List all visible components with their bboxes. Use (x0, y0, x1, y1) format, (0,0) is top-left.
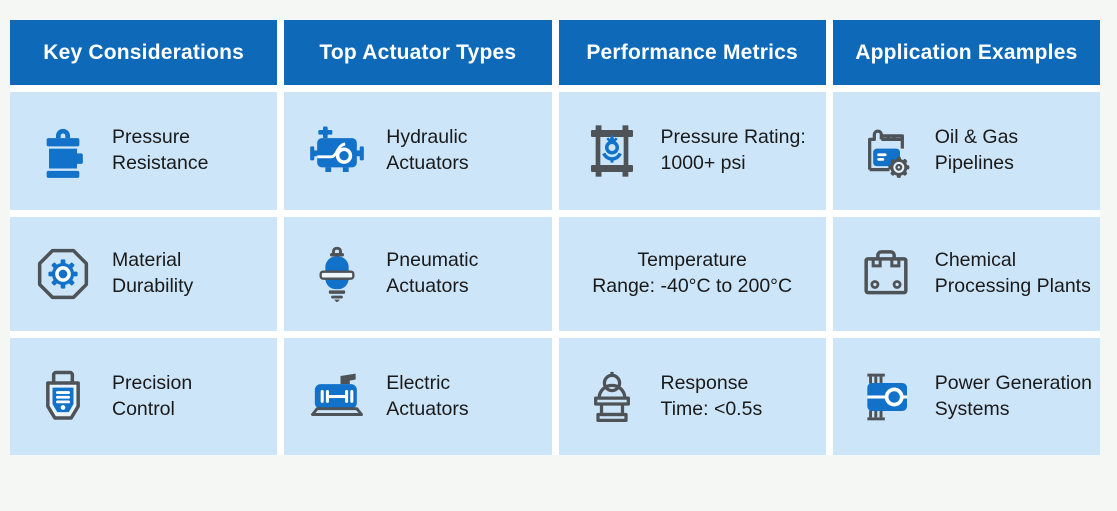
cell-pneumatic-actuators: Pneumatic Actuators (284, 217, 552, 331)
briefcase-icon (857, 245, 915, 303)
cell-label: Oil & Gas Pipelines (934, 126, 1019, 174)
cell-label: Temperature Range: -40°C to 200°C (592, 249, 793, 297)
cell-label: Response Time: <0.5s (660, 371, 763, 420)
electric-actuator-icon (308, 368, 366, 426)
precision-device-icon (34, 368, 92, 426)
pipeline-equipment-icon (857, 122, 915, 180)
cell-power-generation-systems: Power Generation Systems (832, 338, 1100, 455)
podium-person-icon (583, 368, 641, 426)
header-top-actuator-types: Top Actuator Types (284, 20, 552, 85)
cell-label: Pneumatic Actuators (386, 249, 479, 297)
comparison-table: Key Considerations Top Actuator Types Pe… (10, 20, 1100, 455)
cell-label: Power Generation Systems (934, 371, 1092, 420)
cell-label: Electric Actuators (386, 371, 469, 420)
cell-label: Pressure Resistance (112, 126, 209, 174)
octagon-gear-icon (34, 245, 92, 303)
hydraulic-actuator-icon (308, 122, 366, 180)
cell-label: Hydraulic Actuators (386, 126, 469, 174)
header-application-examples: Application Examples (832, 20, 1100, 85)
cell-temperature-range: Temperature Range: -40°C to 200°C (558, 217, 826, 331)
pressure-press-icon (583, 122, 641, 180)
cell-label: Chemical Processing Plants (934, 249, 1091, 297)
cell-pressure-resistance: Pressure Resistance (10, 92, 278, 210)
cell-label: Precision Control (112, 371, 193, 420)
header-performance-metrics: Performance Metrics (558, 20, 826, 85)
cell-label: Material Durability (112, 249, 194, 297)
pneumatic-actuator-icon (308, 245, 366, 303)
cell-hydraulic-actuators: Hydraulic Actuators (284, 92, 552, 210)
cell-oil-gas-pipelines: Oil & Gas Pipelines (832, 92, 1100, 210)
cell-precision-control: Precision Control (10, 338, 278, 455)
pressure-vessel-icon (34, 122, 92, 180)
cell-label: Pressure Rating: 1000+ psi (660, 126, 806, 174)
cell-material-durability: Material Durability (10, 217, 278, 331)
cell-pressure-rating: Pressure Rating: 1000+ psi (558, 92, 826, 210)
cell-electric-actuators: Electric Actuators (284, 338, 552, 455)
cell-response-time: Response Time: <0.5s (558, 338, 826, 455)
header-key-considerations: Key Considerations (10, 20, 278, 85)
cell-chemical-processing-plants: Chemical Processing Plants (832, 217, 1100, 331)
generator-icon (857, 368, 915, 426)
